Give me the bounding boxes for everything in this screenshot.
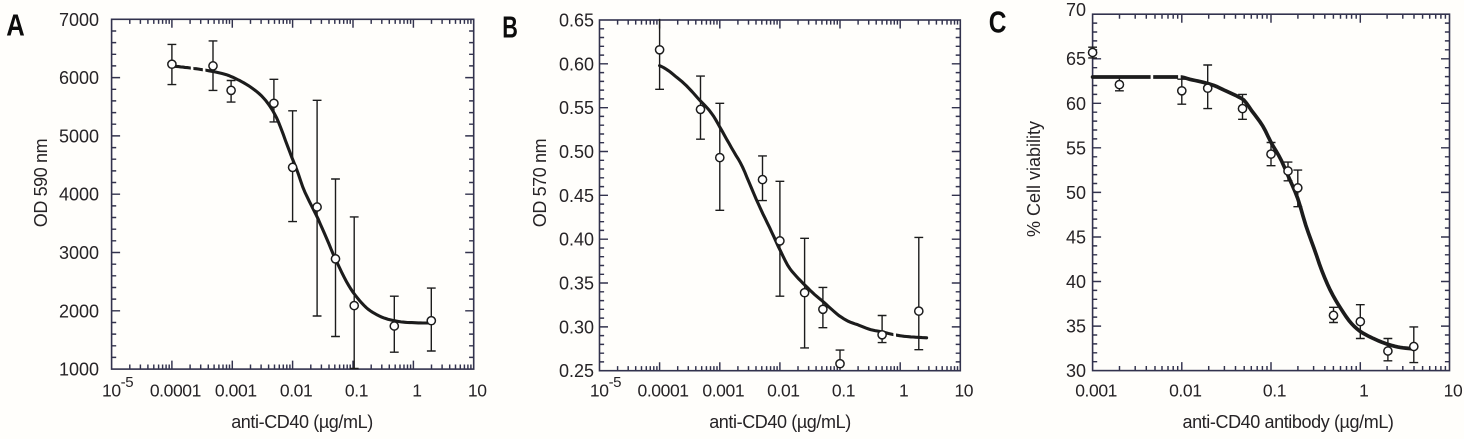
svg-text:anti-CD40 antibody (µg/mL): anti-CD40 antibody (µg/mL) [1182,412,1393,432]
svg-text:7000: 7000 [59,10,99,30]
svg-text:35: 35 [1066,317,1086,337]
svg-text:1: 1 [412,381,421,401]
svg-text:0.25: 0.25 [559,361,594,381]
svg-text:0.001: 0.001 [215,381,257,401]
svg-text:10: 10 [954,381,973,401]
svg-text:6000: 6000 [59,68,99,88]
svg-text:0.0001: 0.0001 [638,381,689,401]
svg-text:0.01: 0.01 [767,381,799,401]
svg-text:0.30: 0.30 [559,317,594,337]
svg-text:65: 65 [1066,49,1086,69]
svg-text:45: 45 [1066,228,1086,248]
svg-text:3000: 3000 [59,243,99,263]
svg-text:0.60: 0.60 [559,54,594,74]
svg-text:% Cell viability: % Cell viability [1024,121,1044,237]
svg-text:30: 30 [1066,361,1086,381]
svg-text:0.0001: 0.0001 [150,381,201,401]
svg-text:0.1: 0.1 [832,381,855,401]
svg-text:0.65: 0.65 [559,11,594,31]
svg-text:1: 1 [1359,381,1368,401]
svg-text:4000: 4000 [59,185,99,205]
svg-text:anti-CD40 (µg/mL): anti-CD40 (µg/mL) [709,412,851,432]
svg-text:OD 590 nm: OD 590 nm [31,139,51,227]
svg-text:60: 60 [1066,94,1086,114]
svg-text:70: 70 [1066,0,1086,20]
svg-text:10: 10 [1444,381,1463,401]
svg-text:0.55: 0.55 [559,98,594,118]
svg-text:55: 55 [1066,138,1086,158]
svg-text:OD 570 nm: OD 570 nm [530,139,550,227]
svg-text:0.50: 0.50 [559,142,594,162]
svg-text:0.001: 0.001 [1075,381,1117,401]
svg-text:1000: 1000 [59,360,99,380]
svg-text:0.01: 0.01 [1169,381,1201,401]
svg-text:0.1: 0.1 [1263,381,1286,401]
svg-text:50: 50 [1066,183,1086,203]
svg-text:2000: 2000 [59,301,99,321]
svg-text:0.45: 0.45 [559,186,594,206]
svg-text:0.35: 0.35 [559,274,594,294]
svg-text:anti-CD40 (µg/mL): anti-CD40 (µg/mL) [231,412,373,432]
svg-text:0.01: 0.01 [280,381,312,401]
svg-text:0.40: 0.40 [559,230,594,250]
svg-text:0.001: 0.001 [702,381,744,401]
svg-text:10: 10 [468,381,487,401]
svg-text:B: B [502,9,518,44]
svg-text:A: A [6,8,25,43]
svg-text:1: 1 [899,381,908,401]
svg-text:0.1: 0.1 [345,381,368,401]
svg-text:40: 40 [1066,272,1086,292]
svg-text:C: C [989,5,1007,40]
svg-text:5000: 5000 [59,126,99,146]
